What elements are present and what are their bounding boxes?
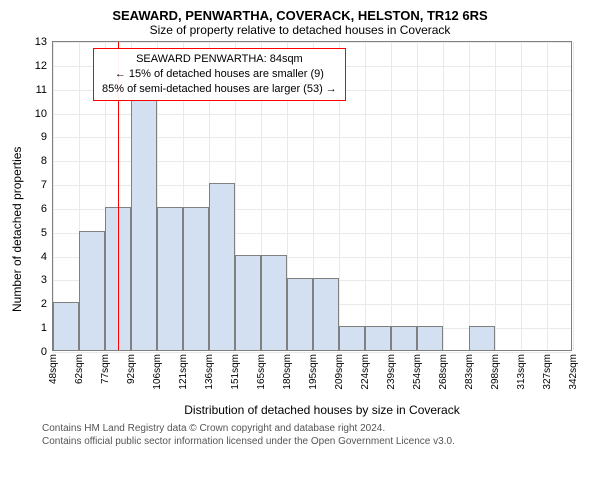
x-tick-label: 283sqm (464, 354, 475, 390)
histogram-bar (313, 278, 339, 350)
x-tick-label: 106sqm (152, 354, 163, 390)
y-tick-label: 2 (41, 298, 47, 310)
histogram-bar (79, 231, 105, 350)
y-tick-label: 9 (41, 131, 47, 143)
x-tick-label: 268sqm (438, 354, 449, 390)
y-tick-label: 1 (41, 322, 47, 334)
gridline-h (53, 352, 571, 353)
x-tick-label: 195sqm (308, 354, 319, 390)
x-tick-label: 77sqm (100, 354, 111, 384)
x-tick-label: 298sqm (490, 354, 501, 390)
y-tick-label: 3 (41, 274, 47, 286)
y-tick-label: 4 (41, 251, 47, 263)
x-tick-label: 136sqm (204, 354, 215, 390)
footer-line-1: Contains HM Land Registry data © Crown c… (42, 423, 592, 436)
gridline-v (417, 42, 418, 350)
histogram-bar (157, 207, 183, 350)
attribution-footer: Contains HM Land Registry data © Crown c… (42, 423, 592, 448)
y-tick-label: 12 (35, 60, 47, 72)
gridline-v (391, 42, 392, 350)
x-tick-label: 48sqm (48, 354, 59, 384)
gridline-v (495, 42, 496, 350)
histogram-bar (417, 326, 443, 350)
histogram-bar (209, 183, 235, 350)
x-tick-label: 209sqm (334, 354, 345, 390)
y-tick-label: 6 (41, 203, 47, 215)
callout-line: ← 15% of detached houses are smaller (9) (102, 67, 337, 82)
gridline-v (443, 42, 444, 350)
histogram-bar (131, 88, 157, 350)
y-tick-label: 13 (35, 36, 47, 48)
histogram-bar (391, 326, 417, 350)
histogram-bar (287, 278, 313, 350)
footer-line-2: Contains official public sector informat… (42, 436, 592, 449)
histogram-bar (183, 207, 209, 350)
gridline-v (469, 42, 470, 350)
callout-line: SEAWARD PENWARTHA: 84sqm (102, 52, 337, 67)
y-tick-label: 10 (35, 108, 47, 120)
x-tick-label: 224sqm (360, 354, 371, 390)
y-tick-label: 5 (41, 227, 47, 239)
y-axis-label: Number of detached properties (8, 41, 26, 417)
chart-title: SEAWARD, PENWARTHA, COVERACK, HELSTON, T… (8, 8, 592, 23)
x-tick-label: 180sqm (282, 354, 293, 390)
y-tick-label: 0 (41, 346, 47, 358)
x-tick-label: 62sqm (74, 354, 85, 384)
x-tick-label: 313sqm (516, 354, 527, 390)
x-tick-label: 342sqm (568, 354, 579, 390)
gridline-v (573, 42, 574, 350)
y-tick-label: 11 (36, 84, 47, 96)
x-tick-label: 151sqm (230, 354, 241, 390)
chart-container: Number of detached properties 0123456789… (8, 41, 592, 417)
x-tick-label: 92sqm (126, 354, 137, 384)
y-tick-label: 8 (41, 155, 47, 167)
property-callout: SEAWARD PENWARTHA: 84sqm← 15% of detache… (93, 48, 346, 101)
gridline-v (547, 42, 548, 350)
histogram-bar (53, 302, 79, 350)
histogram-bar (469, 326, 495, 350)
gridline-v (521, 42, 522, 350)
y-tick-label: 7 (41, 179, 47, 191)
histogram-bar (235, 255, 261, 350)
histogram-bar (261, 255, 287, 350)
x-tick-label: 327sqm (542, 354, 553, 390)
chart-subtitle: Size of property relative to detached ho… (8, 23, 592, 37)
histogram-bar (339, 326, 365, 350)
x-tick-label: 239sqm (386, 354, 397, 390)
x-tick-label: 121sqm (178, 354, 189, 390)
histogram-bar (365, 326, 391, 350)
plot-area: 01234567891011121348sqm62sqm77sqm92sqm10… (52, 41, 572, 351)
callout-line: 85% of semi-detached houses are larger (… (102, 82, 337, 97)
x-axis-label: Distribution of detached houses by size … (52, 403, 592, 417)
x-tick-label: 254sqm (412, 354, 423, 390)
gridline-v (365, 42, 366, 350)
x-tick-label: 165sqm (256, 354, 267, 390)
